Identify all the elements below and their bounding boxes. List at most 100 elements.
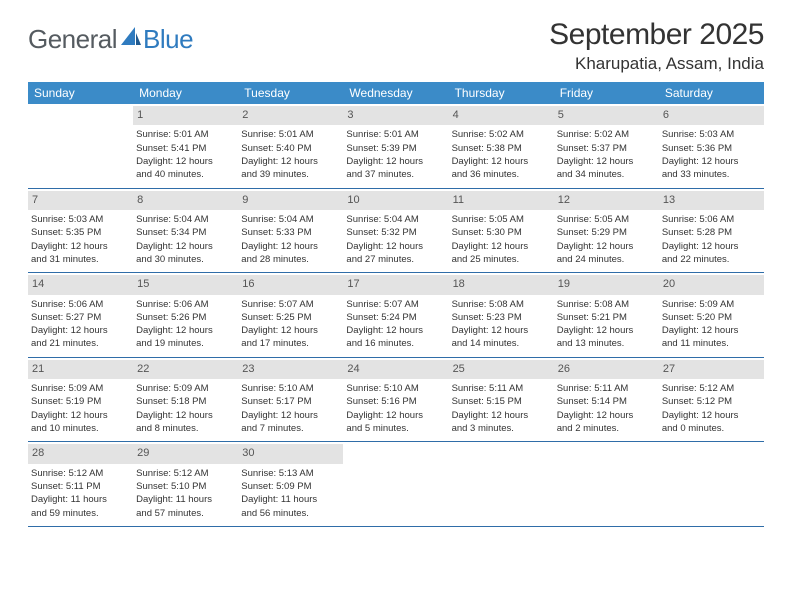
day-cell: 9Sunrise: 5:04 AMSunset: 5:33 PMDaylight…: [238, 189, 343, 273]
day-detail-line: Sunrise: 5:02 AM: [452, 128, 551, 141]
day-detail-line: Sunset: 5:25 PM: [241, 311, 340, 324]
day-number: 26: [554, 360, 659, 379]
dow-monday: Monday: [133, 82, 238, 104]
day-number: [554, 444, 659, 448]
day-detail-line: Daylight: 12 hours: [241, 409, 340, 422]
dow-wednesday: Wednesday: [343, 82, 448, 104]
day-detail-line: and 57 minutes.: [136, 507, 235, 520]
day-detail-line: Sunrise: 5:04 AM: [136, 213, 235, 226]
day-detail-line: and 36 minutes.: [452, 168, 551, 181]
day-number: 19: [554, 275, 659, 294]
title-block: September 2025 Kharupatia, Assam, India: [549, 18, 764, 74]
day-number: 2: [238, 106, 343, 125]
day-detail-line: Sunrise: 5:08 AM: [452, 298, 551, 311]
day-number: 3: [343, 106, 448, 125]
day-detail-line: Daylight: 12 hours: [241, 324, 340, 337]
day-detail-line: Sunset: 5:26 PM: [136, 311, 235, 324]
day-detail-line: and 19 minutes.: [136, 337, 235, 350]
day-detail-line: Sunrise: 5:02 AM: [557, 128, 656, 141]
day-cell: 24Sunrise: 5:10 AMSunset: 5:16 PMDayligh…: [343, 358, 448, 442]
day-detail-line: Daylight: 12 hours: [557, 409, 656, 422]
day-detail-line: Sunset: 5:18 PM: [136, 395, 235, 408]
day-number: 6: [659, 106, 764, 125]
day-detail-line: Sunrise: 5:04 AM: [241, 213, 340, 226]
logo-text-general: General: [28, 24, 117, 55]
day-detail-line: Daylight: 12 hours: [557, 324, 656, 337]
day-detail-line: Daylight: 11 hours: [136, 493, 235, 506]
day-cell: 10Sunrise: 5:04 AMSunset: 5:32 PMDayligh…: [343, 189, 448, 273]
day-cell: 22Sunrise: 5:09 AMSunset: 5:18 PMDayligh…: [133, 358, 238, 442]
day-detail-line: Sunrise: 5:13 AM: [241, 467, 340, 480]
day-detail-line: and 39 minutes.: [241, 168, 340, 181]
day-cell: 13Sunrise: 5:06 AMSunset: 5:28 PMDayligh…: [659, 189, 764, 273]
day-detail-line: Sunrise: 5:09 AM: [31, 382, 130, 395]
week-row: 28Sunrise: 5:12 AMSunset: 5:11 PMDayligh…: [28, 442, 764, 527]
day-detail-line: Sunrise: 5:03 AM: [662, 128, 761, 141]
day-number: 14: [28, 275, 133, 294]
day-cell: 21Sunrise: 5:09 AMSunset: 5:19 PMDayligh…: [28, 358, 133, 442]
day-number: [343, 444, 448, 448]
day-detail-line: and 33 minutes.: [662, 168, 761, 181]
day-detail-line: Sunset: 5:20 PM: [662, 311, 761, 324]
day-detail-line: Daylight: 12 hours: [31, 324, 130, 337]
day-cell: 23Sunrise: 5:10 AMSunset: 5:17 PMDayligh…: [238, 358, 343, 442]
day-cell: 2Sunrise: 5:01 AMSunset: 5:40 PMDaylight…: [238, 104, 343, 188]
week-row: 7Sunrise: 5:03 AMSunset: 5:35 PMDaylight…: [28, 189, 764, 274]
day-detail-line: and 59 minutes.: [31, 507, 130, 520]
day-cell: [659, 442, 764, 526]
day-cell: 14Sunrise: 5:06 AMSunset: 5:27 PMDayligh…: [28, 273, 133, 357]
day-detail-line: Daylight: 12 hours: [241, 155, 340, 168]
day-cell: 3Sunrise: 5:01 AMSunset: 5:39 PMDaylight…: [343, 104, 448, 188]
day-detail-line: Sunrise: 5:05 AM: [452, 213, 551, 226]
day-cell: [28, 104, 133, 188]
day-number: [449, 444, 554, 448]
day-detail-line: and 22 minutes.: [662, 253, 761, 266]
day-detail-line: Sunrise: 5:09 AM: [136, 382, 235, 395]
day-detail-line: Daylight: 12 hours: [241, 240, 340, 253]
day-number: 10: [343, 191, 448, 210]
location-label: Kharupatia, Assam, India: [549, 54, 764, 74]
day-detail-line: and 5 minutes.: [346, 422, 445, 435]
day-detail-line: Sunrise: 5:05 AM: [557, 213, 656, 226]
day-detail-line: Sunset: 5:33 PM: [241, 226, 340, 239]
day-detail-line: Sunset: 5:23 PM: [452, 311, 551, 324]
day-detail-line: Sunrise: 5:09 AM: [662, 298, 761, 311]
day-detail-line: Daylight: 12 hours: [136, 155, 235, 168]
day-detail-line: Sunset: 5:15 PM: [452, 395, 551, 408]
day-number: 17: [343, 275, 448, 294]
day-number: 29: [133, 444, 238, 463]
day-cell: 29Sunrise: 5:12 AMSunset: 5:10 PMDayligh…: [133, 442, 238, 526]
day-detail-line: Daylight: 12 hours: [31, 240, 130, 253]
day-detail-line: Sunrise: 5:12 AM: [662, 382, 761, 395]
day-detail-line: Daylight: 12 hours: [452, 409, 551, 422]
day-detail-line: and 16 minutes.: [346, 337, 445, 350]
day-detail-line: and 13 minutes.: [557, 337, 656, 350]
day-detail-line: Sunset: 5:38 PM: [452, 142, 551, 155]
day-detail-line: and 40 minutes.: [136, 168, 235, 181]
dow-thursday: Thursday: [449, 82, 554, 104]
weeks-container: 1Sunrise: 5:01 AMSunset: 5:41 PMDaylight…: [28, 104, 764, 527]
day-detail-line: Daylight: 12 hours: [136, 409, 235, 422]
logo-sail-icon: [121, 27, 141, 45]
day-detail-line: Daylight: 12 hours: [346, 409, 445, 422]
day-detail-line: Daylight: 12 hours: [346, 155, 445, 168]
day-detail-line: and 27 minutes.: [346, 253, 445, 266]
day-cell: 16Sunrise: 5:07 AMSunset: 5:25 PMDayligh…: [238, 273, 343, 357]
day-detail-line: Sunrise: 5:01 AM: [136, 128, 235, 141]
day-detail-line: and 24 minutes.: [557, 253, 656, 266]
day-detail-line: Sunrise: 5:11 AM: [452, 382, 551, 395]
day-detail-line: Sunset: 5:19 PM: [31, 395, 130, 408]
dow-tuesday: Tuesday: [238, 82, 343, 104]
day-detail-line: Sunrise: 5:03 AM: [31, 213, 130, 226]
day-detail-line: Daylight: 11 hours: [31, 493, 130, 506]
day-cell: 11Sunrise: 5:05 AMSunset: 5:30 PMDayligh…: [449, 189, 554, 273]
day-cell: 8Sunrise: 5:04 AMSunset: 5:34 PMDaylight…: [133, 189, 238, 273]
day-number: 18: [449, 275, 554, 294]
day-cell: 5Sunrise: 5:02 AMSunset: 5:37 PMDaylight…: [554, 104, 659, 188]
calendar-grid: Sunday Monday Tuesday Wednesday Thursday…: [28, 82, 764, 527]
calendar-page: General Blue September 2025 Kharupatia, …: [0, 0, 792, 545]
day-detail-line: Sunset: 5:16 PM: [346, 395, 445, 408]
day-detail-line: Sunset: 5:41 PM: [136, 142, 235, 155]
day-cell: 25Sunrise: 5:11 AMSunset: 5:15 PMDayligh…: [449, 358, 554, 442]
day-detail-line: Sunset: 5:37 PM: [557, 142, 656, 155]
